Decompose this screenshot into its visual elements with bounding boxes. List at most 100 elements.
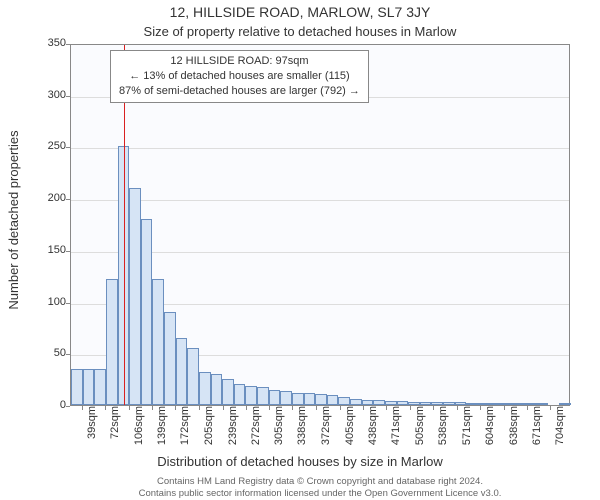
x-tick-mark: [386, 406, 387, 410]
x-tick-mark: [292, 406, 293, 410]
x-tick-label: 604sqm: [484, 406, 496, 450]
y-tick-label: 350: [26, 37, 66, 49]
histogram-bar: [176, 338, 188, 405]
histogram-bar: [478, 403, 490, 405]
gridline: [71, 148, 569, 149]
histogram-bar: [222, 379, 234, 405]
histogram-bar: [187, 348, 199, 405]
histogram-bar: [385, 401, 397, 405]
x-tick-label: 305sqm: [273, 406, 285, 450]
histogram-bar: [83, 369, 95, 405]
x-tick-mark: [363, 406, 364, 410]
y-tick-label: 0: [26, 399, 66, 411]
histogram-bar: [443, 402, 455, 405]
histogram-bar: [164, 312, 176, 405]
x-tick-label: 39sqm: [86, 406, 98, 450]
gridline: [71, 200, 569, 201]
y-tick-mark: [66, 199, 70, 200]
annotation-box: 12 HILLSIDE ROAD: 97sqm ← 13% of detache…: [110, 50, 369, 103]
annotation-line-1: 12 HILLSIDE ROAD: 97sqm: [119, 54, 360, 69]
histogram-bar: [338, 397, 350, 405]
x-axis-label: Distribution of detached houses by size …: [0, 454, 600, 469]
histogram-bar: [106, 279, 118, 405]
x-tick-label: 139sqm: [156, 406, 168, 450]
histogram-bar: [501, 403, 513, 405]
histogram-bar: [362, 400, 374, 405]
x-tick-label: 272sqm: [250, 406, 262, 450]
x-tick-mark: [480, 406, 481, 410]
y-tick-label: 200: [26, 192, 66, 204]
y-tick-mark: [66, 96, 70, 97]
histogram-bar: [408, 402, 420, 405]
x-tick-label: 671sqm: [531, 406, 543, 450]
y-tick-label: 50: [26, 347, 66, 359]
x-tick-label: 372sqm: [320, 406, 332, 450]
x-tick-label: 106sqm: [133, 406, 145, 450]
histogram-bar: [129, 188, 141, 405]
y-tick-mark: [66, 354, 70, 355]
y-axis-label: Number of detached properties: [6, 130, 21, 309]
x-tick-label: 405sqm: [344, 406, 356, 450]
x-tick-label: 205sqm: [203, 406, 215, 450]
y-tick-label: 250: [26, 140, 66, 152]
x-tick-mark: [223, 406, 224, 410]
histogram-bar: [199, 372, 211, 405]
x-tick-mark: [457, 406, 458, 410]
y-tick-mark: [66, 406, 70, 407]
histogram-bar: [373, 400, 385, 405]
x-tick-mark: [550, 406, 551, 410]
x-tick-mark: [340, 406, 341, 410]
x-tick-label: 172sqm: [179, 406, 191, 450]
x-tick-mark: [316, 406, 317, 410]
histogram-bar: [94, 369, 106, 405]
x-tick-label: 505sqm: [414, 406, 426, 450]
histogram-bar: [269, 390, 281, 406]
histogram-bar: [431, 402, 443, 405]
y-tick-mark: [66, 303, 70, 304]
annotation-line-3: 87% of semi-detached houses are larger (…: [119, 84, 360, 99]
x-tick-label: 471sqm: [390, 406, 402, 450]
histogram-bar: [71, 369, 83, 405]
histogram-bar: [513, 403, 525, 405]
x-tick-mark: [246, 406, 247, 410]
title-address: 12, HILLSIDE ROAD, MARLOW, SL7 3JY: [0, 4, 600, 20]
y-tick-label: 150: [26, 244, 66, 256]
x-tick-label: 538sqm: [437, 406, 449, 450]
x-tick-label: 704sqm: [554, 406, 566, 450]
histogram-bar: [152, 279, 164, 405]
x-tick-label: 571sqm: [461, 406, 473, 450]
histogram-bar: [455, 402, 467, 405]
x-tick-mark: [105, 406, 106, 410]
footer-line-2: Contains public sector information licen…: [70, 488, 570, 500]
y-tick-label: 100: [26, 296, 66, 308]
histogram-bar: [257, 387, 269, 405]
x-tick-mark: [504, 406, 505, 410]
x-tick-label: 438sqm: [367, 406, 379, 450]
histogram-bar: [234, 384, 246, 405]
y-tick-label: 300: [26, 89, 66, 101]
y-tick-mark: [66, 44, 70, 45]
x-tick-label: 239sqm: [227, 406, 239, 450]
histogram-bar: [490, 403, 502, 405]
x-tick-mark: [410, 406, 411, 410]
x-tick-mark: [152, 406, 153, 410]
x-tick-mark: [82, 406, 83, 410]
x-tick-label: 338sqm: [296, 406, 308, 450]
x-tick-mark: [269, 406, 270, 410]
histogram-bar: [280, 391, 292, 405]
x-tick-mark: [433, 406, 434, 410]
histogram-bar: [420, 402, 432, 405]
x-tick-label: 638sqm: [508, 406, 520, 450]
histogram-bar: [559, 403, 571, 405]
annotation-line-2: ← 13% of detached houses are smaller (11…: [119, 69, 360, 84]
histogram-bar: [524, 403, 536, 405]
histogram-bar: [327, 395, 339, 405]
histogram-bar: [536, 403, 548, 405]
histogram-bar: [466, 403, 478, 405]
histogram-bar: [141, 219, 153, 405]
histogram-bar: [397, 401, 409, 405]
histogram-bar: [315, 394, 327, 405]
histogram-bar: [245, 386, 257, 405]
x-tick-mark: [175, 406, 176, 410]
x-tick-mark: [129, 406, 130, 410]
